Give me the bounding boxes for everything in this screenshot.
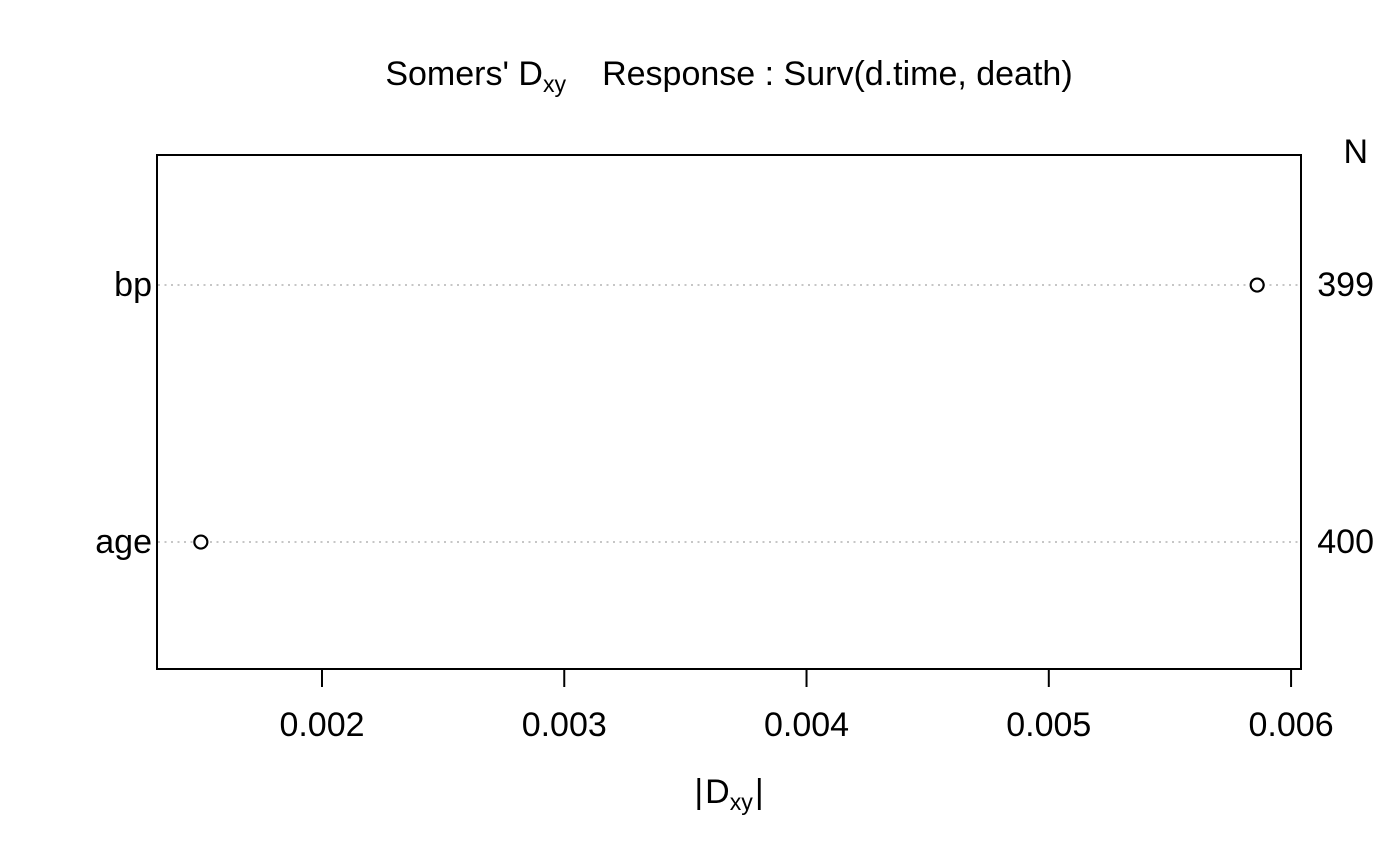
n-value-bp: 399 [1317, 266, 1374, 305]
x-tick-label: 0.005 [1006, 706, 1092, 744]
x-label-subscript: xy [729, 788, 753, 815]
row-label-age: age [95, 523, 152, 562]
title-prefix: Somers' D [385, 55, 543, 93]
x-axis-label: |Dxy| [157, 773, 1301, 813]
x-tick-label: 0.002 [279, 706, 365, 744]
n-value-age: 400 [1317, 523, 1374, 562]
n-column-header: N [1343, 133, 1368, 171]
title-subscript: xy [542, 70, 567, 97]
x-tick-label: 0.006 [1248, 706, 1334, 744]
chart-title: Somers' Dxy Response : Surv(d.time, death… [157, 54, 1301, 95]
data-point-bp [1249, 277, 1265, 293]
row-label-bp: bp [114, 266, 152, 305]
x-tick-label: 0.003 [521, 706, 607, 744]
x-label-close-bar: | [754, 773, 764, 811]
data-point-age [193, 534, 209, 550]
title-main: Somers' Dxy [385, 55, 566, 95]
x-label-open-bar: | [694, 773, 704, 811]
x-label-base: D [705, 773, 730, 811]
title-response: Response : Surv(d.time, death) [602, 55, 1073, 93]
x-tick-label: 0.004 [763, 706, 850, 744]
plot-frame [156, 154, 1302, 670]
